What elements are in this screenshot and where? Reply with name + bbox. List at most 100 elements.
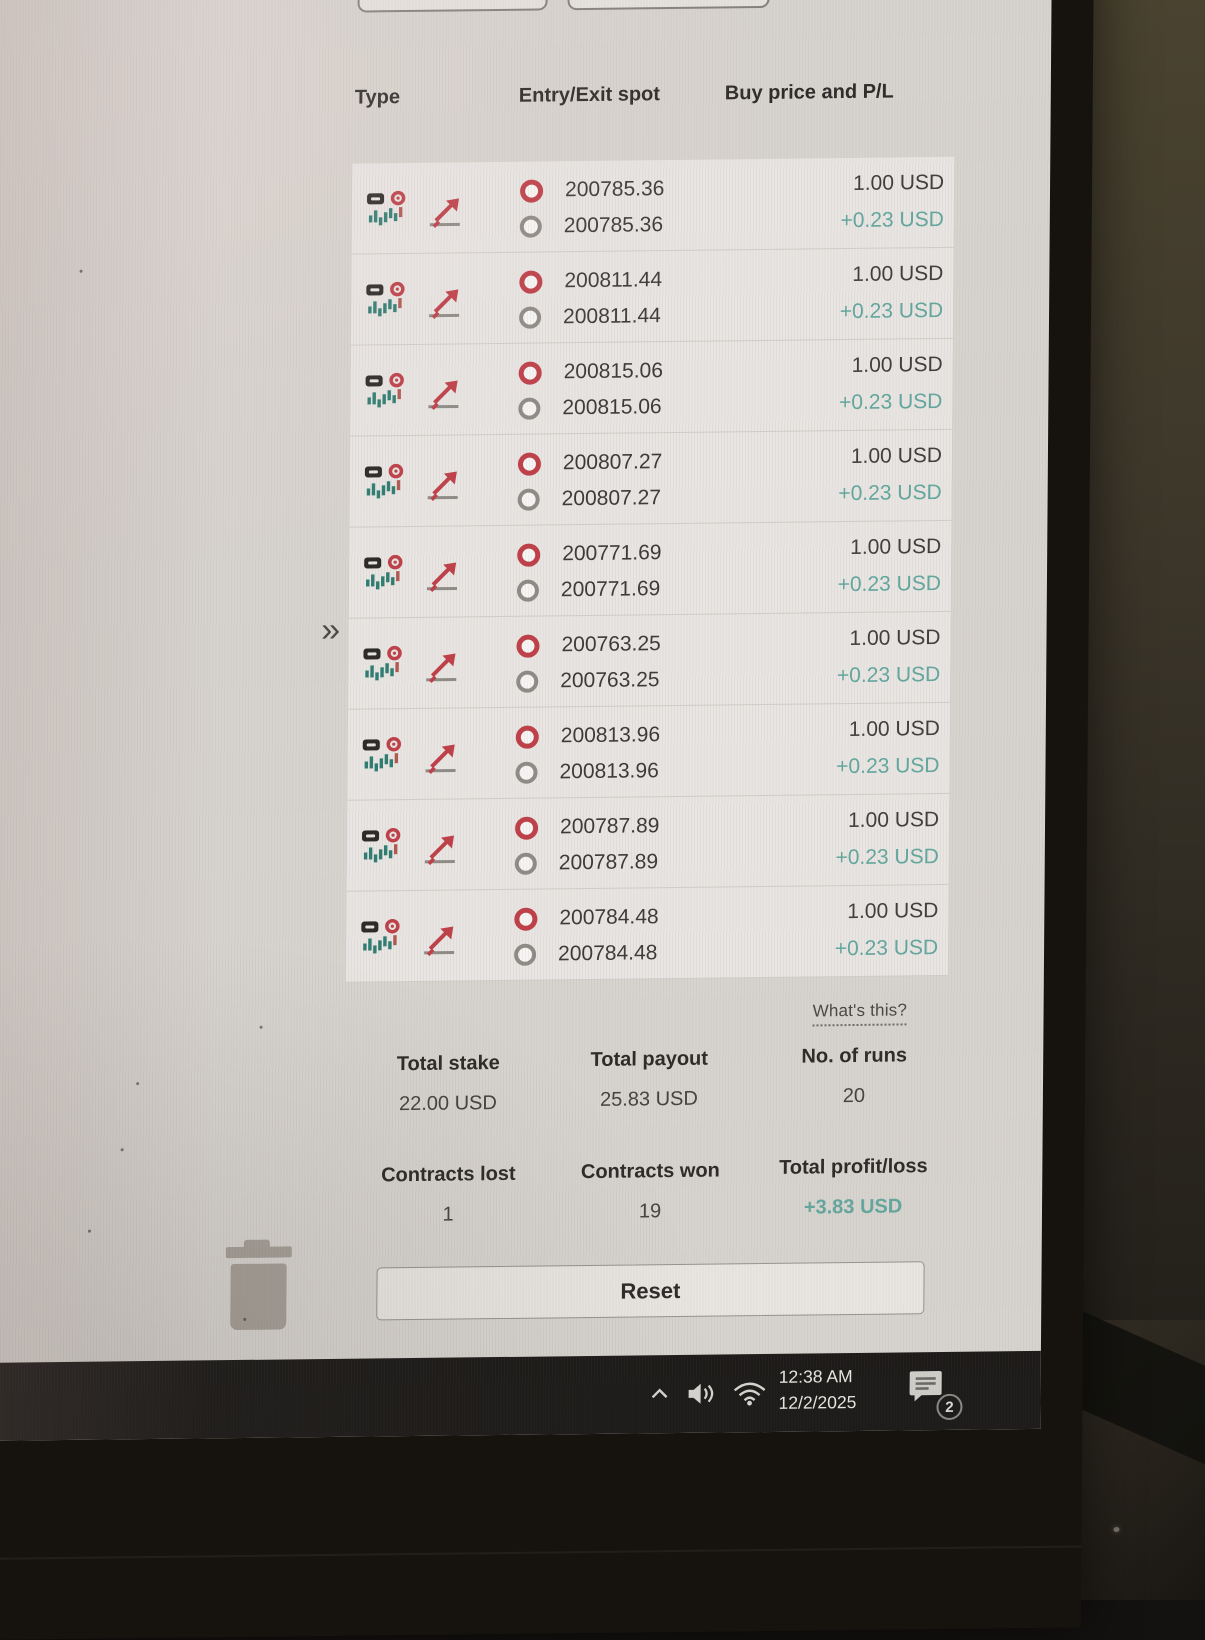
- exit-spot-value: 200784.48: [558, 941, 657, 966]
- buy-price-value: 1.00 USD: [835, 899, 938, 924]
- rise-arrow-icon: [425, 285, 465, 321]
- candlestick-market-icon: [362, 369, 408, 416]
- taskbar-clock[interactable]: 12:38 AM 12/2/2025: [778, 1363, 896, 1416]
- entry-spot-value: 200815.06: [564, 359, 663, 384]
- no-of-runs-value: 20: [749, 1084, 959, 1109]
- entry-spot-value: 200771.69: [562, 541, 661, 566]
- trash-icon[interactable]: [225, 1236, 292, 1333]
- trash-lid: [226, 1246, 292, 1258]
- wifi-icon[interactable]: [730, 1354, 769, 1432]
- transaction-row[interactable]: 200785.36 200785.36 1.00 USD +0.23 USD: [352, 157, 955, 255]
- no-of-runs-stat: No. of runs 20: [749, 1044, 959, 1109]
- profit-value: +0.23 USD: [840, 208, 943, 233]
- volume-icon[interactable]: [684, 1355, 719, 1433]
- rise-arrow-icon: [424, 467, 464, 503]
- bezel-edge-line: [0, 1545, 1081, 1560]
- taskbar-date: 12/2/2025: [778, 1389, 896, 1416]
- transaction-row[interactable]: 200763.25 200763.25 1.00 USD +0.23 USD: [348, 612, 951, 710]
- type-cell: [361, 548, 491, 599]
- buy-price-value: 1.00 USD: [836, 808, 939, 833]
- rise-arrow-icon: [421, 831, 461, 867]
- contracts-lost-stat: Contracts lost 1: [343, 1162, 553, 1227]
- exit-spot-marker-icon: [517, 580, 539, 602]
- entry-spot-value: 200811.44: [564, 268, 662, 293]
- exit-spot-value: 200785.36: [564, 213, 663, 238]
- total-profit-loss-label: Total profit/loss: [748, 1155, 958, 1180]
- entry-spot-marker-icon: [516, 725, 539, 748]
- total-profit-loss-value: +3.83 USD: [748, 1195, 958, 1220]
- dust-speck: [88, 1230, 91, 1233]
- type-cell: [359, 821, 489, 872]
- whats-this-link[interactable]: What's this?: [812, 1000, 907, 1026]
- price-cell: 1.00 USD +0.23 USD: [835, 899, 939, 961]
- transaction-row[interactable]: 200784.48 200784.48 1.00 USD +0.23 USD: [346, 885, 949, 983]
- taskbar-time: 12:38 AM: [779, 1363, 897, 1390]
- notification-center-icon[interactable]: 2: [906, 1368, 962, 1421]
- price-cell: 1.00 USD +0.23 USD: [838, 444, 942, 506]
- candlestick-market-icon: [362, 460, 408, 507]
- exit-spot-marker-icon: [514, 944, 536, 966]
- buy-price-value: 1.00 USD: [838, 535, 941, 560]
- total-payout-value: 25.83 USD: [544, 1087, 754, 1112]
- rise-arrow-icon: [420, 922, 460, 958]
- type-cell: [363, 275, 493, 326]
- price-cell: 1.00 USD +0.23 USD: [835, 808, 939, 870]
- exit-spot-value: 200787.89: [559, 850, 658, 875]
- price-cell: 1.00 USD +0.23 USD: [837, 626, 941, 688]
- type-cell: [362, 457, 492, 508]
- buy-price-value: 1.00 USD: [839, 444, 942, 469]
- view-detail-button[interactable]: View Detail: [568, 0, 770, 10]
- transaction-row[interactable]: 200813.96 200813.96 1.00 USD +0.23 USD: [347, 703, 950, 801]
- taskbar-show-hidden-icons-chevron[interactable]: [646, 1355, 673, 1433]
- rise-arrow-icon: [422, 649, 462, 685]
- type-cell: [359, 730, 489, 781]
- download-button[interactable]: Download: [358, 0, 548, 13]
- transaction-row[interactable]: 200811.44 200811.44 1.00 USD +0.23 USD: [351, 248, 954, 346]
- exit-spot-marker-icon: [518, 489, 540, 511]
- type-cell: [358, 912, 488, 963]
- buy-price-value: 1.00 USD: [836, 717, 939, 742]
- exit-spot-marker-icon: [519, 306, 541, 328]
- exit-spot-value: 200815.06: [562, 395, 661, 420]
- total-payout-stat: Total payout 25.83 USD: [544, 1047, 754, 1112]
- entry-spot-marker-icon: [517, 543, 540, 566]
- entry-spot-value: 200763.25: [561, 632, 660, 657]
- transaction-row[interactable]: 200771.69 200771.69 1.00 USD +0.23 USD: [349, 521, 952, 619]
- rise-arrow-icon: [422, 740, 462, 776]
- transaction-row[interactable]: 200815.06 200815.06 1.00 USD +0.23 USD: [350, 339, 953, 437]
- entry-spot-value: 200813.96: [561, 723, 660, 748]
- transaction-row[interactable]: 200787.89 200787.89 1.00 USD +0.23 USD: [347, 794, 950, 892]
- entry-spot-marker-icon: [515, 816, 538, 839]
- candlestick-market-icon: [360, 642, 406, 689]
- trash-body: [230, 1263, 287, 1330]
- exit-spot-value: 200813.96: [559, 759, 658, 784]
- total-stake-value: 22.00 USD: [343, 1091, 553, 1116]
- profit-value: +0.23 USD: [835, 936, 938, 961]
- reset-button[interactable]: Reset: [376, 1261, 924, 1320]
- profit-value: +0.23 USD: [838, 572, 941, 597]
- transactions-table: 200785.36 200785.36 1.00 USD +0.23 USD: [346, 157, 954, 983]
- exit-spot-value: 200807.27: [562, 486, 661, 511]
- price-cell: 1.00 USD +0.23 USD: [839, 353, 943, 415]
- contracts-won-label: Contracts won: [545, 1159, 755, 1184]
- entry-spot-value: 200784.48: [559, 905, 658, 930]
- candlestick-market-icon: [358, 915, 404, 962]
- transaction-row[interactable]: 200807.27 200807.27 1.00 USD +0.23 USD: [349, 430, 952, 528]
- profit-value: +0.23 USD: [835, 845, 938, 870]
- buy-price-value: 1.00 USD: [837, 626, 940, 651]
- profit-value: +0.23 USD: [838, 481, 941, 506]
- type-cell: [360, 639, 490, 690]
- dust-speck: [121, 1148, 124, 1151]
- expand-panel-chevron-icon[interactable]: »: [311, 610, 351, 650]
- exit-spot-value: 200811.44: [563, 304, 661, 329]
- screen: Download View Detail Type Entry/Exit spo…: [0, 0, 1052, 1441]
- rise-arrow-icon: [426, 194, 466, 230]
- buy-price-value: 1.00 USD: [841, 171, 944, 196]
- dust-speck: [136, 1082, 139, 1085]
- candlestick-market-icon: [364, 187, 410, 234]
- contracts-lost-label: Contracts lost: [343, 1162, 553, 1187]
- type-cell: [362, 366, 492, 417]
- exit-spot-marker-icon: [515, 853, 537, 875]
- dust-speck: [80, 270, 83, 273]
- entry-spot-value: 200785.36: [565, 177, 664, 202]
